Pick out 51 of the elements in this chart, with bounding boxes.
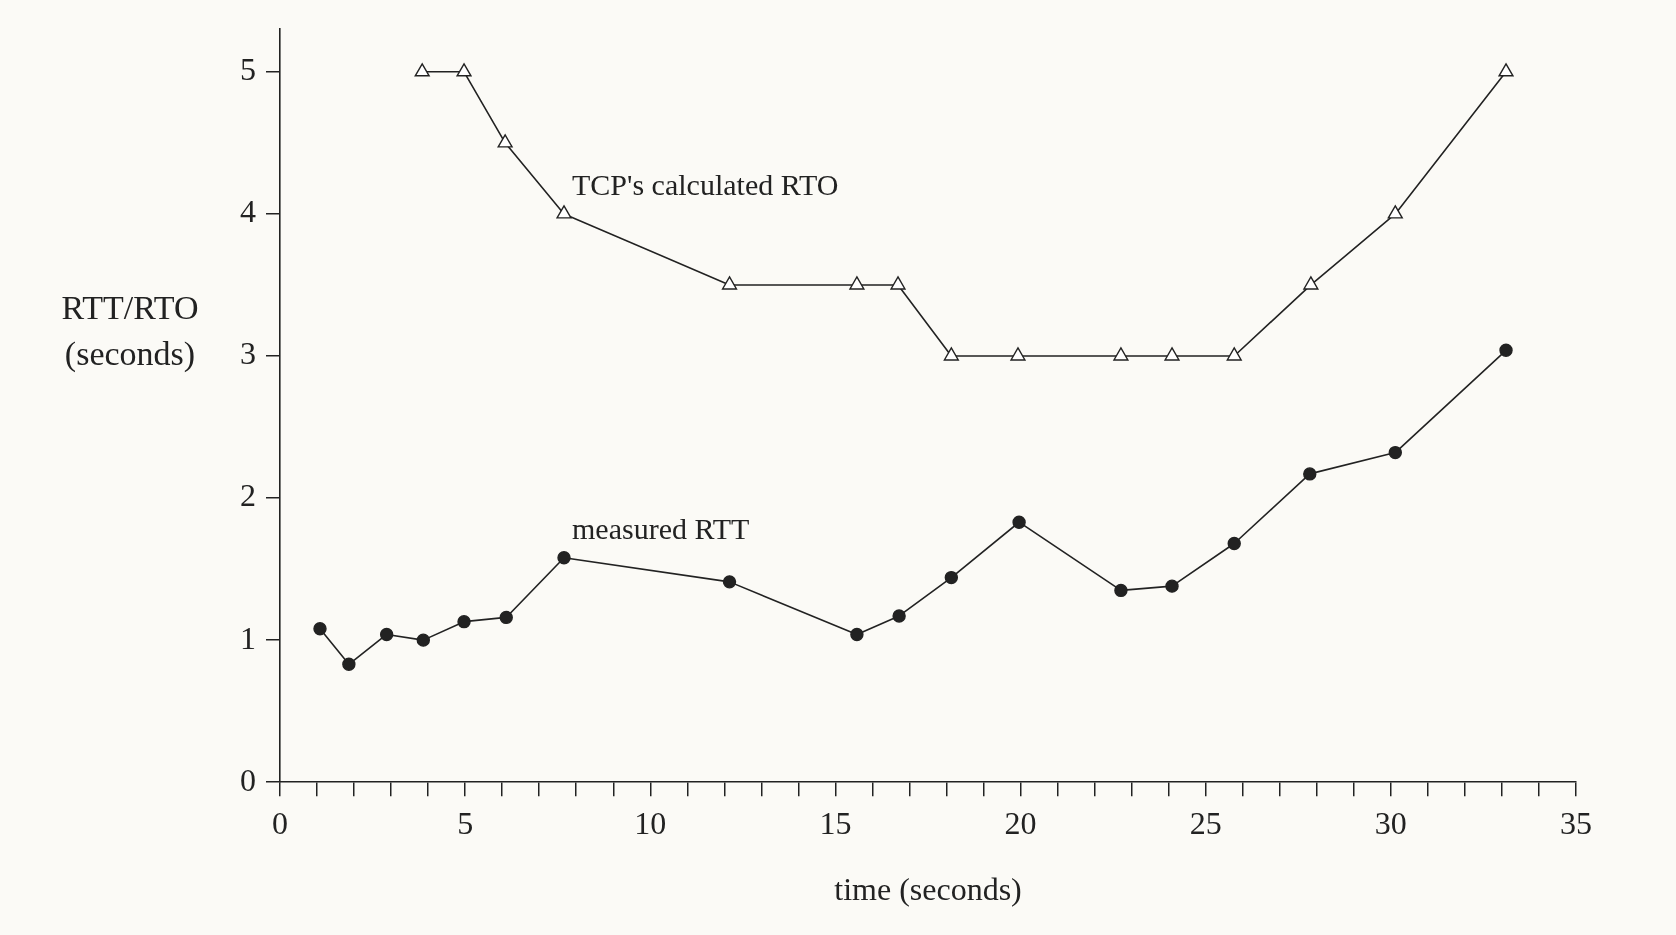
point	[1303, 467, 1317, 481]
series-label: TCP's calculated RTO	[572, 167, 839, 201]
series-label: measured RTT	[572, 511, 750, 545]
point	[1010, 347, 1026, 361]
x-tick-label: 0	[272, 804, 288, 841]
point	[849, 276, 865, 290]
x-tick-label: 15	[819, 804, 852, 841]
point	[499, 610, 513, 625]
y-tick-label: 4	[240, 193, 256, 230]
point	[556, 205, 572, 219]
point	[414, 63, 430, 77]
point	[721, 276, 738, 290]
point	[943, 347, 959, 361]
point	[1499, 343, 1513, 357]
point	[1165, 579, 1179, 593]
x-axis-title: time (seconds)	[834, 871, 1022, 908]
point	[1226, 347, 1242, 361]
point	[1114, 583, 1128, 598]
point	[890, 276, 906, 290]
point	[1012, 515, 1026, 529]
point	[1387, 205, 1403, 219]
point	[892, 609, 906, 623]
y-tick-label: 3	[240, 335, 256, 372]
point	[313, 622, 327, 636]
y-tick-label: 5	[240, 51, 256, 88]
point	[456, 63, 472, 77]
x-tick-label: 35	[1560, 804, 1592, 841]
x-tick-label: 25	[1189, 804, 1222, 841]
y-tick-label: 0	[240, 761, 256, 798]
point	[1498, 63, 1514, 77]
y-axis-title: RTT/RTO (seconds)	[60, 288, 200, 374]
point	[1164, 347, 1180, 361]
point	[1227, 536, 1241, 551]
point	[722, 575, 737, 589]
point	[557, 551, 571, 565]
point	[416, 633, 430, 647]
x-tick-label: 5	[457, 804, 474, 841]
x-tick-label: 10	[634, 804, 667, 841]
y-tick-label: 2	[240, 477, 256, 514]
point	[1388, 445, 1402, 460]
y-tick-label: 1	[240, 619, 256, 656]
x-tick-label: 30	[1374, 804, 1407, 841]
point	[1303, 276, 1319, 290]
x-tick-label: 20	[1004, 804, 1037, 841]
point	[497, 134, 513, 148]
point	[1113, 347, 1129, 361]
point	[944, 570, 959, 585]
point	[457, 614, 471, 629]
point	[850, 627, 864, 642]
point	[379, 627, 394, 642]
point	[342, 657, 356, 671]
